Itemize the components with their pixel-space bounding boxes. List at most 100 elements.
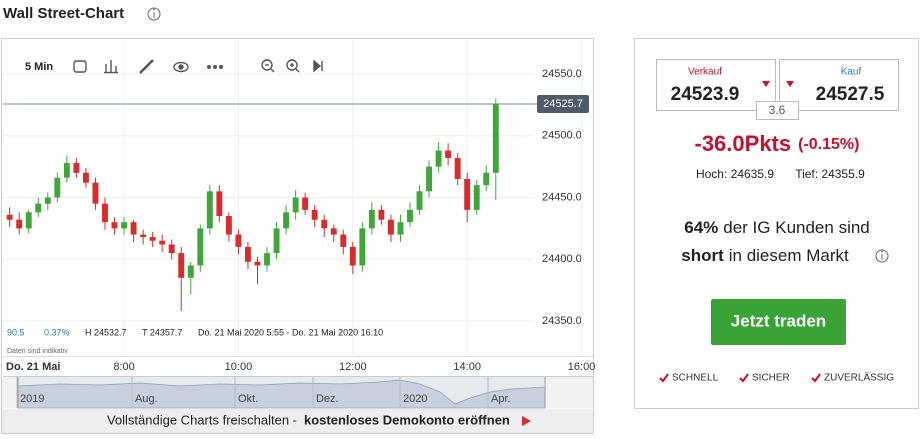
buy-box[interactable] [779,59,899,111]
candle-body [44,197,51,204]
candle-body [302,197,309,210]
date-label: Do. 21 Mai [6,361,60,373]
candle-body [73,162,80,173]
sentiment-text: der IG Kunden sind [723,218,869,237]
candle-body [407,209,413,223]
change-points: -36.0Pkts [695,131,792,156]
candle-body [254,261,261,266]
candle-body [378,209,385,220]
candle-body [225,216,232,235]
y-tick-label: 24500.0 [542,130,582,142]
navigator-labels: 2019 Aug. Okt. Dez. 2020 Apr. [16,377,511,408]
check-icon [811,373,821,383]
x-tick-label: 14:00 [453,361,481,373]
y-tick-label: 24350.0 [542,315,582,327]
candle-body [340,234,347,247]
feature-label: SICHER [752,373,790,384]
candle-body [6,214,13,220]
panel-change: -36.0Pkts (-0.15%) [695,131,860,156]
candle-body [292,197,299,213]
navigator-label: Aug. [135,393,158,405]
change: 90.5 [7,327,25,337]
candle-body [473,185,480,210]
feature-label: SCHNELL [672,373,719,384]
sell-box[interactable] [656,59,776,111]
candle-body [35,203,42,213]
footer-link[interactable]: kostenloses Demokonto eröffnen [304,412,510,427]
sell-price: 24523.9 [671,84,740,105]
candle-body [235,234,242,247]
x-tick-label: 12:00 [339,361,367,373]
candle-body [187,265,194,278]
candle-body [149,237,156,241]
range: Do. 21 Mai 2020 5:55 - Do. 21 Mai 2020 1… [198,327,383,337]
check-icon [739,373,749,383]
candle-body [445,150,452,158]
last-price-label: 24525.7 [543,98,583,110]
high: H 24532.7 [85,327,127,337]
buy-label: Kauf [841,67,862,78]
candle-body [178,253,185,278]
candle-body [92,182,99,204]
navigator-label: Dez. [316,393,339,405]
sentiment-side: short [681,246,724,265]
candle-body [321,219,328,229]
toolbar-icons[interactable] [73,59,323,74]
navigator-label: Apr. [491,393,511,405]
candle-body [82,172,89,183]
sentiment-line-1: 64% der IG Kunden sind [684,218,870,237]
trade-button[interactable] [711,299,846,345]
x-tick-label: 10:00 [225,361,253,373]
spread: 3.6 [769,103,786,117]
candle-body [359,228,366,266]
navigator-label: 2020 [403,393,427,405]
x-tick-label: 8:00 [113,361,134,373]
candle-body [330,228,337,235]
navigator[interactable] [2,377,593,409]
candle-body [416,191,423,210]
candle-body [368,209,375,229]
trade-button-label[interactable]: Jetzt traden [731,311,826,330]
candle-body [197,228,204,266]
sentiment-info-icon[interactable] [875,249,889,263]
candle-body [25,212,32,229]
candle-body [273,228,280,254]
candle-body [426,166,433,192]
check-icon [659,373,669,383]
footer-arrow [522,416,531,426]
candle-body [63,162,70,178]
buy-price: 24527.5 [816,84,885,105]
candle-body [140,234,147,238]
features: SCHNELL SICHER ZUVERLÄSSIG [659,372,894,384]
y-tick-label: 24450.0 [542,191,582,203]
candle-body [483,172,490,186]
candle-body [168,244,175,254]
info-icon[interactable] [147,7,161,21]
candle-body [264,253,270,266]
sentiment-line-2: short in diesem Markt [681,246,849,265]
candle-body [102,203,108,223]
candle-body [492,103,499,173]
low: T 24357.7 [142,327,182,337]
day-high: Hoch: 24635.9 [696,167,774,181]
candle-body [387,219,394,235]
candle-body [435,150,442,167]
title: Wall Street-Chart [3,5,124,22]
candle-body [121,222,128,229]
y-tick-label: 24550.0 [542,68,582,80]
chart-box [1,38,594,434]
feature-label: ZUVERLÄSSIG [824,372,894,384]
change-percent: (-0.15%) [798,136,859,153]
candle-body [111,222,118,229]
navigator-label: Okt. [238,393,258,405]
y-tick-label: 24400.0 [542,253,582,265]
footer-bar [2,409,593,433]
interval-button[interactable]: 5 Min [25,61,53,73]
x-tick-label: 16:00 [568,361,596,373]
candle-body [349,246,356,266]
candle-body [216,191,223,217]
candle-body [397,222,404,235]
day-low: Tief: 24355.9 [795,167,865,181]
candle-body [311,209,318,220]
